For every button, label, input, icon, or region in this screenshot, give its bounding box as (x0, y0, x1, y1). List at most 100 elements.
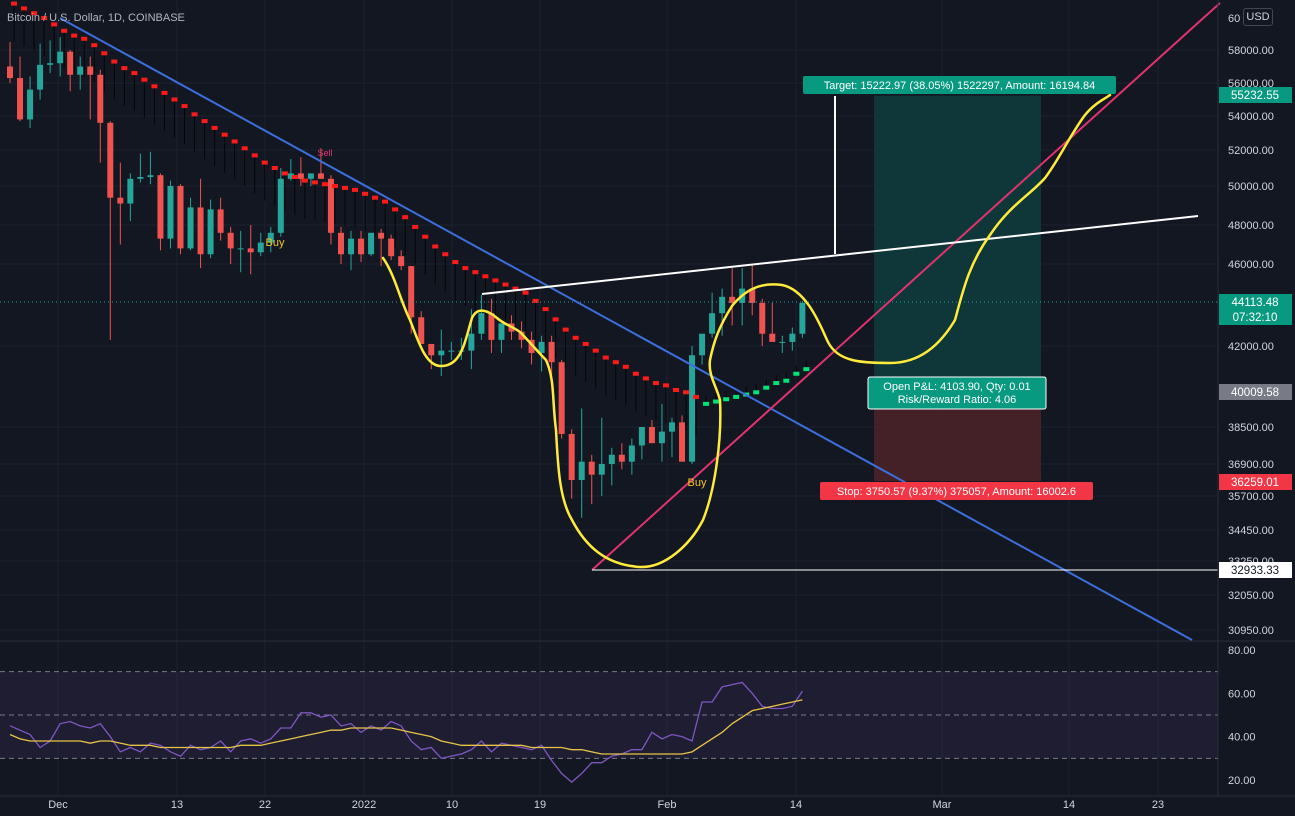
candle-body[interactable] (267, 232, 274, 243)
candle-body[interactable] (187, 207, 194, 249)
drawings[interactable]: Buy Buy Sell Target: 15222.97 (38.05%) 1522… (59, 2, 1221, 641)
candle-body[interactable] (197, 207, 204, 255)
candle-body[interactable] (478, 313, 485, 334)
stop-label[interactable]: Stop: 3750.57 (9.37%) 375057, Amount: 16… (820, 482, 1093, 500)
candle-body[interactable] (137, 177, 144, 179)
candle-body[interactable] (217, 209, 224, 233)
candle-body[interactable] (7, 66, 13, 79)
candle-body[interactable] (598, 464, 605, 475)
candle-body[interactable] (297, 173, 304, 179)
candle-body[interactable] (117, 197, 124, 204)
candle-body[interactable] (789, 333, 796, 342)
candle-body[interactable] (57, 51, 64, 64)
candle-body[interactable] (17, 78, 24, 120)
currency-badge[interactable]: USD (1243, 8, 1273, 26)
candle-body[interactable] (127, 178, 134, 204)
price-label-entry[interactable]: 40009.58 (1219, 384, 1292, 400)
candle-body[interactable] (348, 238, 355, 255)
candle-body[interactable] (257, 242, 264, 253)
symbol-title[interactable]: Bitcoin / U.S. Dollar, 1D, COINBASE (7, 12, 185, 24)
candle-body[interactable] (769, 333, 776, 342)
price-label-target[interactable]: 55232.55 (1219, 87, 1292, 103)
price-label-stop[interactable]: 36259.01 (1219, 474, 1292, 490)
candle-body[interactable] (689, 355, 696, 462)
candle-body[interactable] (468, 333, 475, 351)
candlestick-series[interactable] (0, 1, 1218, 518)
candle-body[interactable] (428, 343, 435, 356)
candle-body[interactable] (699, 333, 706, 356)
candle-body[interactable] (679, 422, 686, 462)
candle-body[interactable] (317, 173, 324, 179)
candle-body[interactable] (358, 238, 365, 255)
candle-body[interactable] (388, 238, 395, 257)
candle-body[interactable] (337, 232, 344, 255)
candle-body[interactable] (37, 64, 44, 90)
candle-body[interactable] (77, 66, 84, 75)
candle-body[interactable] (87, 66, 94, 75)
candle-body[interactable] (327, 178, 334, 233)
yellow-freehand-drawing[interactable] (381, 93, 1112, 569)
candle-body[interactable] (709, 313, 716, 334)
position-tool[interactable] (874, 95, 1041, 482)
candle-body[interactable] (47, 63, 54, 65)
candle-body[interactable] (608, 454, 615, 464)
pnl-label[interactable]: Open P&L: 4103.90, Qty: 0.01Risk/Reward … (867, 376, 1047, 410)
candle-body[interactable] (418, 317, 425, 344)
target-label[interactable]: Target: 15222.97 (38.05%) 1522297, Amoun… (803, 76, 1116, 94)
candle-body[interactable] (488, 313, 495, 340)
uptrend-line[interactable] (591, 2, 1221, 571)
candle-body[interactable] (67, 51, 74, 75)
candle-body[interactable] (97, 74, 104, 123)
candle-body[interactable] (719, 296, 726, 314)
candle-body[interactable] (207, 209, 214, 255)
candle-body[interactable] (157, 175, 164, 239)
candle-body[interactable] (448, 350, 455, 352)
rsi-line[interactable] (9, 681, 803, 784)
candle-body[interactable] (378, 232, 385, 239)
candle-body[interactable] (648, 427, 655, 444)
resistance-line[interactable] (481, 215, 1199, 295)
rsi-ma-line[interactable] (9, 699, 803, 755)
candle-body[interactable] (277, 178, 284, 233)
candle-body[interactable] (498, 323, 505, 340)
candle-body[interactable] (398, 256, 405, 267)
candle-body[interactable] (568, 433, 575, 480)
candle-body[interactable] (538, 341, 545, 353)
candle-body[interactable] (147, 175, 154, 177)
candle-body[interactable] (729, 296, 736, 303)
candle-body[interactable] (668, 422, 675, 432)
candle-body[interactable] (558, 362, 565, 434)
price-label-countdown[interactable]: 07:32:10 (1219, 309, 1292, 325)
candle-body[interactable] (368, 232, 375, 255)
candle-body[interactable] (618, 454, 625, 462)
candle-body[interactable] (799, 302, 806, 334)
candle-body[interactable] (518, 331, 525, 340)
candle-body[interactable] (227, 232, 234, 249)
candle-body[interactable] (528, 339, 535, 353)
candle-body[interactable] (759, 302, 766, 334)
candle-body[interactable] (749, 288, 756, 303)
target-zone[interactable] (874, 95, 1041, 393)
candle-body[interactable] (588, 461, 595, 475)
candle-body[interactable] (177, 186, 184, 249)
candle-body[interactable] (107, 122, 114, 198)
candle-body[interactable] (779, 341, 786, 343)
candle-body[interactable] (237, 248, 244, 250)
candle-body[interactable] (578, 461, 585, 480)
price-label-line[interactable]: 32933.33 (1219, 562, 1292, 578)
candle-body[interactable] (628, 445, 635, 462)
candle-body[interactable] (27, 89, 34, 120)
candle-body[interactable] (438, 350, 445, 356)
downtrend-line[interactable] (59, 17, 1193, 641)
candle-body[interactable] (307, 173, 314, 179)
candle-body[interactable] (548, 341, 555, 363)
candle-body[interactable] (287, 173, 294, 179)
candle-body[interactable] (247, 248, 254, 253)
candle-body[interactable] (638, 427, 645, 446)
rsi-pane[interactable]: 80.00 60.00 40.00 20.00 (0, 640, 1295, 787)
candle-body[interactable] (167, 186, 174, 239)
price-label-current[interactable]: 44113.48 (1219, 294, 1292, 310)
candle-body[interactable] (408, 266, 415, 318)
candle-body[interactable] (658, 431, 665, 444)
